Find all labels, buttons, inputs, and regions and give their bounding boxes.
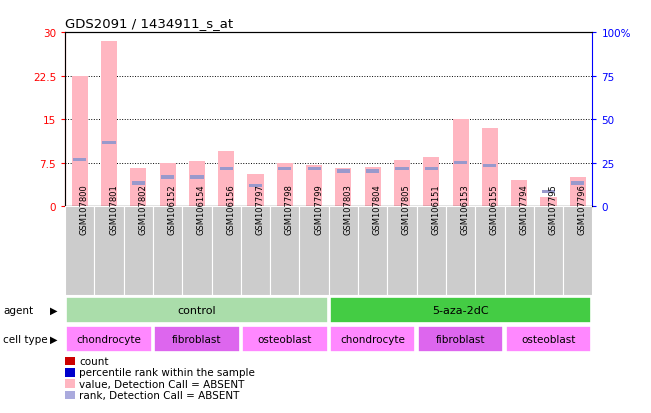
Text: control: control	[178, 305, 216, 315]
Bar	[101, 42, 117, 206]
Bar	[66, 326, 152, 352]
Bar	[189, 161, 205, 206]
Text: GSM106154: GSM106154	[197, 184, 206, 235]
Bar	[278, 167, 292, 171]
Bar	[306, 166, 322, 206]
Text: agent: agent	[3, 305, 33, 315]
Bar	[132, 182, 145, 185]
Text: GSM107798: GSM107798	[285, 184, 294, 235]
Bar	[190, 176, 204, 179]
Text: count: count	[79, 356, 109, 366]
Bar	[94, 206, 124, 295]
Bar	[446, 206, 475, 295]
Bar	[153, 206, 182, 295]
Bar	[270, 206, 299, 295]
Bar	[395, 167, 409, 171]
Bar	[506, 326, 591, 352]
Bar	[307, 167, 321, 171]
Bar	[511, 180, 527, 206]
Bar	[424, 167, 438, 171]
Bar	[249, 185, 262, 188]
Bar	[154, 326, 240, 352]
Bar	[159, 163, 176, 206]
Text: chondrocyte: chondrocyte	[340, 334, 405, 344]
Bar	[563, 206, 592, 295]
Bar	[124, 206, 153, 295]
Bar	[182, 206, 212, 295]
Text: GSM107803: GSM107803	[344, 184, 352, 235]
Text: fibroblast: fibroblast	[172, 334, 222, 344]
Bar	[570, 178, 586, 206]
Bar	[417, 206, 446, 295]
Bar	[219, 167, 233, 171]
Text: GSM106152: GSM106152	[168, 184, 176, 235]
Text: rank, Detection Call = ABSENT: rank, Detection Call = ABSENT	[79, 390, 240, 400]
Bar	[102, 141, 116, 145]
Text: GSM107797: GSM107797	[255, 184, 264, 235]
Text: GSM107802: GSM107802	[138, 184, 147, 235]
Bar	[505, 206, 534, 295]
Text: GSM107801: GSM107801	[109, 184, 118, 235]
Text: GDS2091 / 1434911_s_at: GDS2091 / 1434911_s_at	[65, 17, 233, 29]
Bar	[65, 206, 94, 295]
Text: GSM106155: GSM106155	[490, 184, 499, 235]
Bar	[571, 182, 585, 185]
Text: chondrocyte: chondrocyte	[77, 334, 141, 344]
Bar	[454, 161, 467, 165]
Bar	[542, 190, 555, 194]
Bar	[161, 176, 174, 179]
Bar	[365, 167, 381, 206]
Bar	[394, 160, 410, 206]
Bar	[73, 159, 87, 162]
Text: GSM107800: GSM107800	[79, 184, 89, 235]
Bar	[418, 326, 503, 352]
Text: GSM107804: GSM107804	[372, 184, 381, 235]
Bar	[423, 157, 439, 206]
Bar	[218, 152, 234, 206]
Text: GSM106156: GSM106156	[227, 184, 235, 235]
Bar	[335, 169, 352, 206]
Bar	[241, 206, 270, 295]
Bar	[387, 206, 417, 295]
Bar	[337, 170, 350, 173]
Text: osteoblast: osteoblast	[521, 334, 575, 344]
Bar	[540, 198, 557, 206]
Bar	[534, 206, 563, 295]
Bar	[475, 206, 505, 295]
Text: ▶: ▶	[49, 305, 57, 315]
Bar	[212, 206, 241, 295]
Text: GSM106151: GSM106151	[431, 184, 440, 235]
Text: GSM107799: GSM107799	[314, 184, 323, 235]
Text: GSM107805: GSM107805	[402, 184, 411, 235]
Bar	[330, 297, 591, 323]
Text: GSM106153: GSM106153	[460, 184, 469, 235]
Bar	[130, 169, 146, 206]
Text: cell type: cell type	[3, 334, 48, 344]
Text: 5-aza-2dC: 5-aza-2dC	[432, 305, 489, 315]
Bar	[72, 76, 88, 206]
Text: value, Detection Call = ABSENT: value, Detection Call = ABSENT	[79, 379, 245, 389]
Bar	[66, 297, 327, 323]
Bar	[358, 206, 387, 295]
Text: osteoblast: osteoblast	[258, 334, 312, 344]
Bar	[277, 163, 293, 206]
Bar	[329, 206, 358, 295]
Bar	[482, 128, 498, 206]
Bar	[483, 164, 497, 168]
Bar	[242, 326, 327, 352]
Text: GSM107795: GSM107795	[548, 184, 557, 235]
Bar	[247, 175, 264, 206]
Bar	[452, 120, 469, 206]
Text: fibroblast: fibroblast	[436, 334, 486, 344]
Text: percentile rank within the sample: percentile rank within the sample	[79, 368, 255, 377]
Text: GSM107794: GSM107794	[519, 184, 528, 235]
Bar	[366, 170, 380, 173]
Text: GSM107796: GSM107796	[577, 184, 587, 235]
Text: ▶: ▶	[49, 334, 57, 344]
Bar	[299, 206, 329, 295]
Bar	[330, 326, 415, 352]
